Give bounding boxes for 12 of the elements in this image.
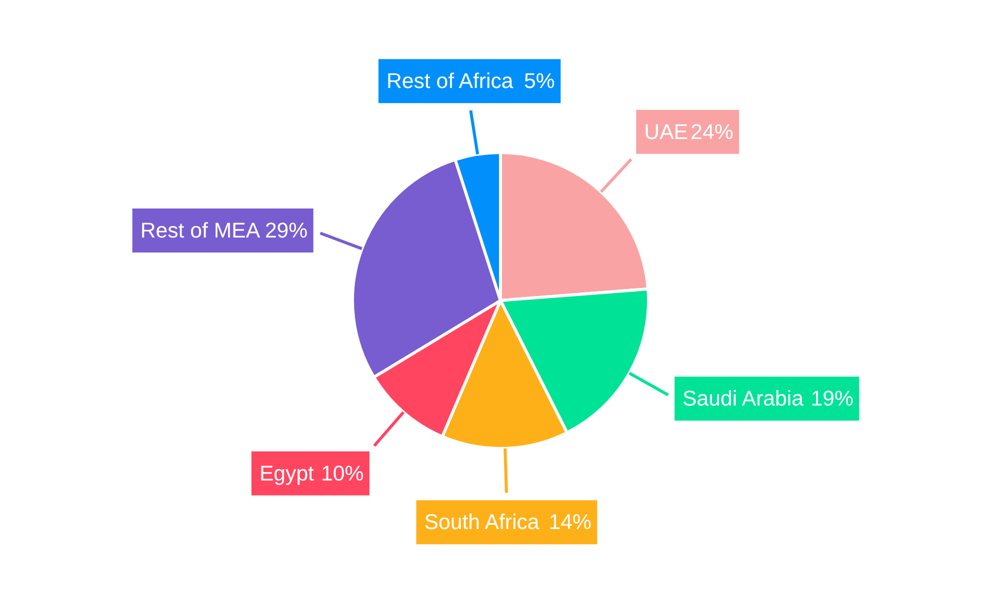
data-label: 19% (810, 386, 854, 411)
slice-label: Saudi Arabia (682, 386, 804, 411)
slice-label: South Africa (424, 510, 540, 534)
data-label: 10% (321, 461, 364, 486)
data-label: 5% (524, 69, 555, 94)
slice-label: UAE (644, 120, 688, 144)
data-label: 14% (548, 510, 592, 534)
slice-label: Rest of Africa (386, 69, 514, 94)
slice-label: Rest of MEA (140, 218, 261, 243)
data-label: 29% (264, 218, 308, 243)
slice-label: Egypt (259, 461, 314, 486)
data-label: 24% (690, 120, 734, 144)
